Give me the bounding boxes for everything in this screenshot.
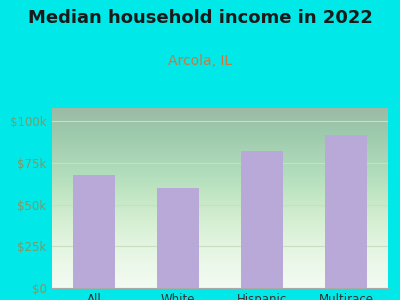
Bar — [241, 151, 283, 288]
Bar — [73, 175, 115, 288]
Bar — [157, 188, 199, 288]
Text: Arcola, IL: Arcola, IL — [168, 54, 232, 68]
Text: Median household income in 2022: Median household income in 2022 — [28, 9, 372, 27]
Bar — [325, 135, 367, 288]
